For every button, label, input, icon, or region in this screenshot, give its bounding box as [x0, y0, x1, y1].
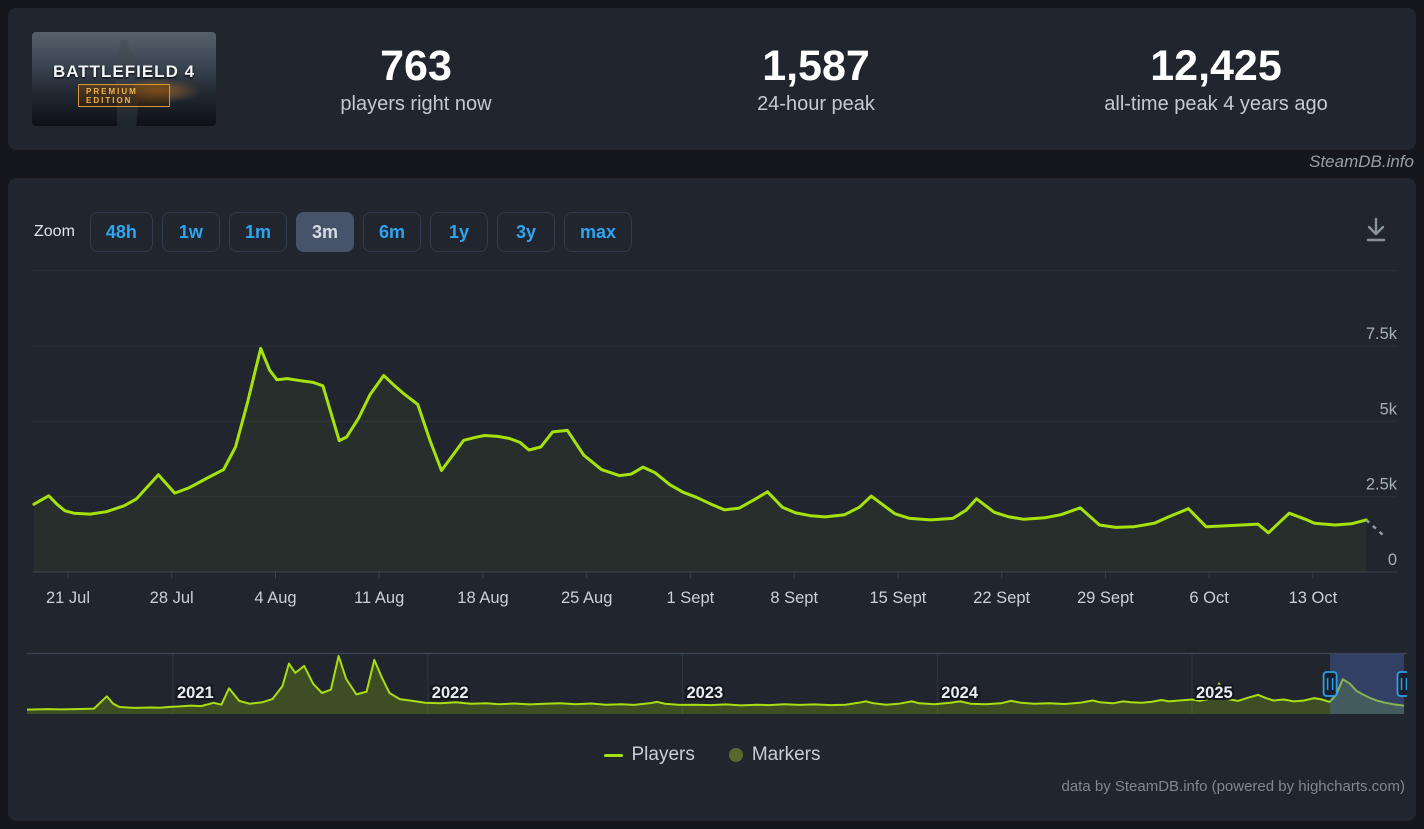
highcharts-credits: data by SteamDB.info (powered by highcha…: [1061, 778, 1406, 795]
chart-legend: Players Markers: [8, 744, 1416, 766]
download-button[interactable]: [1360, 214, 1392, 248]
range-button-1w[interactable]: 1w: [161, 212, 220, 252]
24h-peak-value: 1,587: [762, 42, 870, 91]
range-button-1m[interactable]: 1m: [228, 212, 287, 252]
players-line-swatch: [603, 753, 623, 757]
zoom-toolbar: Zoom 48h 1w 1m 3m 6m 1y 3y max: [34, 212, 641, 252]
chart-panel: Zoom 48h 1w 1m 3m 6m 1y 3y max Players Markers …: [8, 178, 1416, 821]
alltime-peak-label: all-time peak 4 years ago: [1104, 92, 1328, 115]
range-button-6m[interactable]: 6m: [362, 212, 421, 252]
game-edition-badge: PREMIUM EDITION: [78, 84, 170, 107]
legend-item-players[interactable]: Players: [603, 744, 695, 766]
markers-dot-swatch: [728, 748, 743, 762]
24h-peak-label: 24-hour peak: [757, 92, 875, 115]
range-button-48h[interactable]: 48h: [89, 212, 153, 252]
stat-24h-peak: 1,587 24-hour peak: [616, 42, 1016, 115]
range-button-3m[interactable]: 3m: [295, 212, 354, 252]
current-players-value: 763: [380, 42, 452, 91]
current-players-label: players right now: [340, 92, 492, 115]
download-icon: [1366, 217, 1386, 242]
legend-players-label: Players: [631, 744, 695, 765]
header-card: BATTLEFIELD 4 PREMIUM EDITION 763 player…: [8, 8, 1416, 150]
range-buttons: 48h 1w 1m 3m 6m 1y 3y max: [89, 212, 641, 252]
range-button-1y[interactable]: 1y: [429, 212, 488, 252]
game-title: BATTLEFIELD 4: [52, 62, 196, 81]
legend-markers-label: Markers: [751, 744, 821, 765]
legend-item-markers[interactable]: Markers: [728, 744, 821, 766]
zoom-label: Zoom: [34, 223, 75, 240]
stat-current-players: 763 players right now: [216, 42, 616, 115]
stats-row: 763 players right now 1,587 24-hour peak…: [216, 42, 1416, 115]
steamdb-watermark: SteamDB.info: [1309, 152, 1414, 171]
range-button-3y[interactable]: 3y: [496, 212, 555, 252]
stat-alltime-peak: 12,425 all-time peak 4 years ago: [1016, 42, 1416, 115]
range-button-max[interactable]: max: [563, 212, 633, 252]
game-capsule: BATTLEFIELD 4 PREMIUM EDITION: [32, 32, 216, 126]
alltime-peak-value: 12,425: [1150, 42, 1282, 91]
